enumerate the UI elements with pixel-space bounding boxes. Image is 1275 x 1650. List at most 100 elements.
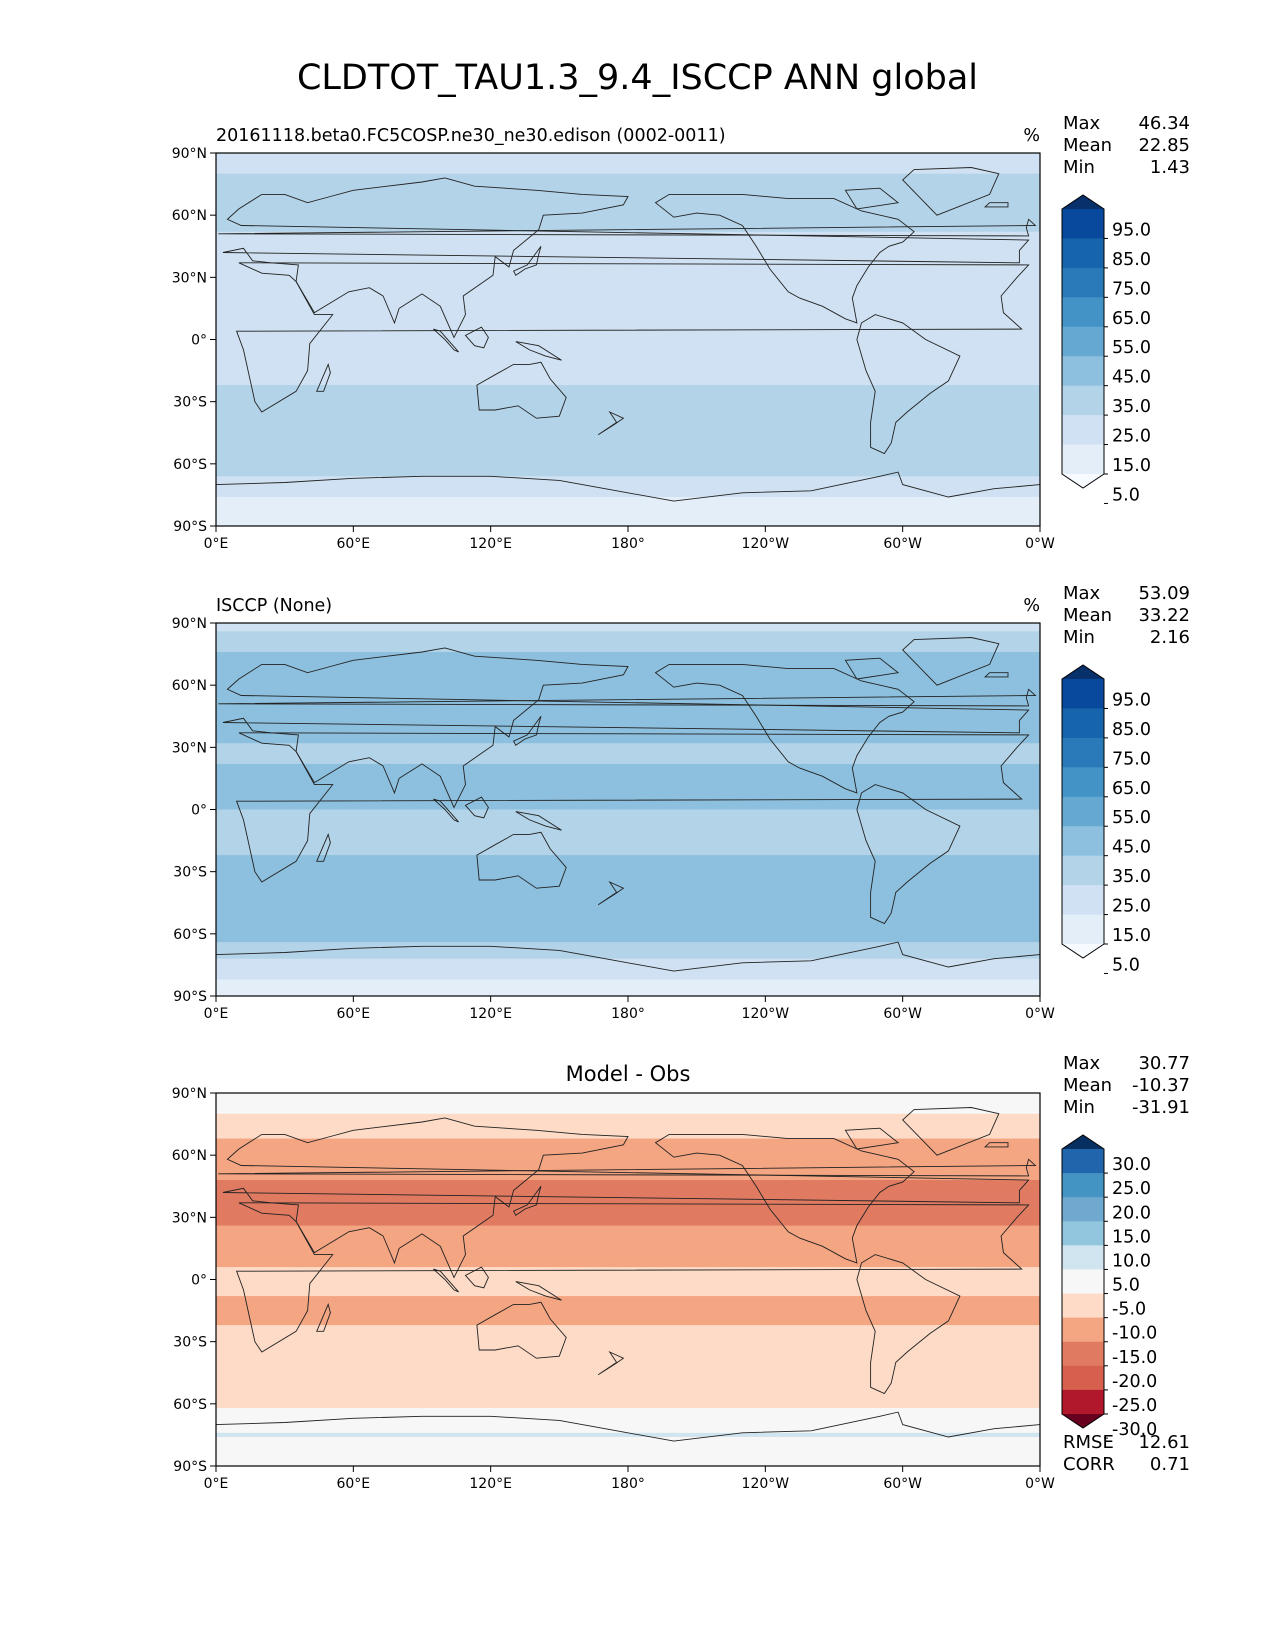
field-band bbox=[216, 672, 1040, 678]
lat-tick-label: 0° bbox=[191, 1273, 207, 1289]
coastline-namerica-wrap bbox=[0, 194, 90, 323]
field-band bbox=[216, 888, 1040, 893]
coastline-baffin bbox=[844, 1127, 900, 1150]
field-band bbox=[216, 389, 1040, 394]
coastline-greenland bbox=[902, 637, 1000, 686]
field-band bbox=[216, 1457, 1040, 1463]
field-band bbox=[216, 1287, 1040, 1293]
lon-tick-label: 0°W bbox=[1025, 1476, 1055, 1492]
field-band bbox=[216, 405, 1040, 411]
lat-tick-label: 90°N bbox=[172, 146, 207, 162]
field-band bbox=[216, 206, 1040, 212]
stat-label: Min bbox=[1063, 1097, 1095, 1118]
colorbar-segment bbox=[1062, 1389, 1104, 1415]
figure-title: CLDTOT_TAU1.3_9.4_ISCCP ANN global bbox=[296, 58, 979, 98]
stat-value: 2.16 bbox=[1150, 627, 1190, 648]
colorbar-segment bbox=[1062, 1173, 1104, 1198]
field-band bbox=[216, 1387, 1040, 1392]
colorbar-label: 20.0 bbox=[1112, 1203, 1151, 1223]
coastline-iceland-wrap bbox=[161, 203, 184, 207]
field-band bbox=[216, 269, 1040, 274]
coastline-iceland bbox=[983, 202, 1009, 208]
field-band bbox=[216, 879, 1040, 885]
coastline-newguinea bbox=[515, 341, 562, 361]
field-band bbox=[216, 1403, 1040, 1409]
field-band bbox=[216, 1308, 1040, 1314]
lat-tick-label: 60°S bbox=[173, 927, 207, 943]
field-band bbox=[216, 805, 1040, 811]
field-band bbox=[216, 1296, 1040, 1301]
field-band bbox=[216, 623, 1040, 628]
field-band bbox=[216, 496, 1040, 502]
colorbar-segment bbox=[1062, 1317, 1104, 1343]
coastline-japan bbox=[512, 246, 542, 276]
colorbar-segment bbox=[1062, 209, 1104, 239]
field-band bbox=[216, 298, 1040, 303]
field-band bbox=[216, 826, 1040, 831]
field-band bbox=[216, 1329, 1040, 1334]
field-band bbox=[216, 368, 1040, 374]
field-band bbox=[216, 1412, 1040, 1417]
field-band bbox=[216, 908, 1040, 914]
field-band bbox=[216, 360, 1040, 365]
colorbar-label: 55.0 bbox=[1112, 808, 1151, 828]
field-band bbox=[216, 759, 1040, 765]
coastline-nz bbox=[597, 1350, 625, 1376]
field-band bbox=[216, 235, 1040, 241]
field-band bbox=[216, 681, 1040, 686]
field-band bbox=[216, 264, 1040, 270]
field-band bbox=[216, 177, 1040, 183]
field-band bbox=[216, 1209, 1040, 1214]
lon-tick-label: 0°E bbox=[204, 1476, 229, 1492]
coastline-australia bbox=[476, 1301, 567, 1359]
colorbar-label: 75.0 bbox=[1112, 279, 1151, 299]
field-band bbox=[216, 1341, 1040, 1347]
field-band bbox=[216, 409, 1040, 415]
stat-value: 33.22 bbox=[1138, 605, 1190, 626]
field-band bbox=[216, 946, 1040, 952]
colorbar-label: 25.0 bbox=[1112, 897, 1151, 917]
field-band bbox=[216, 1109, 1040, 1115]
colorbar-segment bbox=[1062, 238, 1104, 269]
field-band bbox=[216, 784, 1040, 790]
lat-tick-label: 90°S bbox=[173, 1459, 207, 1475]
colorbar-segment bbox=[1062, 796, 1104, 827]
field-band bbox=[216, 215, 1040, 220]
lon-tick-label: 0°E bbox=[204, 1006, 229, 1022]
lat-tick-label: 60°N bbox=[172, 208, 207, 224]
lon-tick-label: 120°W bbox=[742, 1476, 790, 1492]
field-band bbox=[216, 863, 1040, 869]
field-band bbox=[216, 1238, 1040, 1243]
field-band bbox=[216, 1420, 1040, 1426]
field-band bbox=[216, 647, 1040, 653]
field-band bbox=[216, 488, 1040, 494]
coastline-africa bbox=[235, 262, 1030, 413]
coastline-samerica bbox=[856, 784, 961, 925]
field-band bbox=[216, 714, 1040, 719]
coastline-antarctica-wrap bbox=[216, 954, 217, 996]
field-band bbox=[216, 834, 1040, 840]
field-band bbox=[216, 904, 1040, 910]
field-band bbox=[216, 1449, 1040, 1455]
colorbar-label: 5.0 bbox=[1112, 485, 1140, 505]
field-band bbox=[216, 1229, 1040, 1235]
field-band bbox=[216, 1097, 1040, 1102]
field-band bbox=[216, 327, 1040, 332]
coastline-antarctica-wrap bbox=[216, 484, 217, 526]
coastline-sumatra bbox=[433, 1268, 459, 1293]
field-band bbox=[216, 480, 1040, 486]
field-band bbox=[216, 211, 1040, 216]
map-field bbox=[216, 623, 1040, 996]
field-band bbox=[216, 693, 1040, 699]
coastline-newguinea bbox=[515, 1281, 562, 1301]
field-band bbox=[216, 1146, 1040, 1152]
coastline-madagascar bbox=[316, 363, 331, 392]
coastline-nz bbox=[597, 880, 625, 906]
field-band bbox=[216, 987, 1040, 993]
coastline-namerica bbox=[654, 1133, 915, 1264]
lon-tick-label: 120°W bbox=[742, 536, 790, 552]
colorbar-segment bbox=[1062, 1269, 1104, 1295]
field-band bbox=[216, 730, 1040, 736]
field-band bbox=[216, 451, 1040, 457]
stat-label: Mean bbox=[1063, 1075, 1112, 1096]
